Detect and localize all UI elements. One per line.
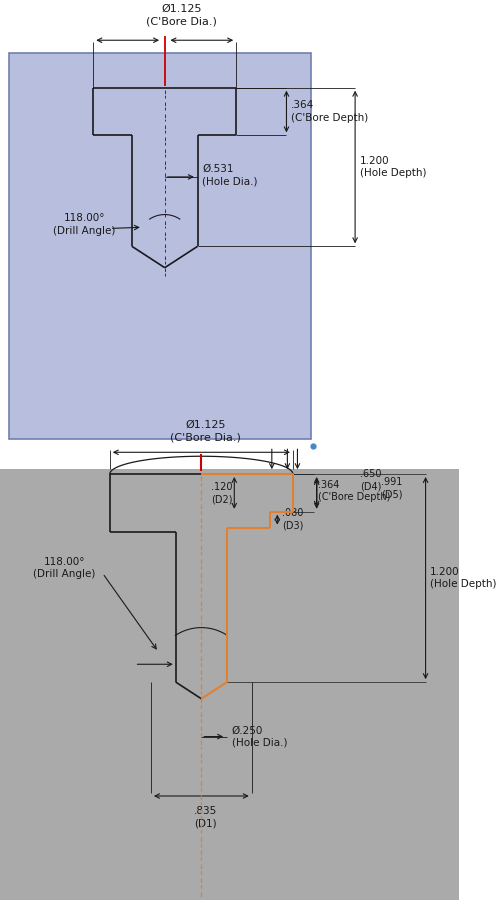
Text: .080
(D3): .080 (D3) (282, 508, 303, 531)
Text: .364
(C'Bore Depth): .364 (C'Bore Depth) (319, 480, 391, 502)
Bar (0, 469, 458, 900)
Text: .120
(D2): .120 (D2) (211, 482, 232, 504)
Text: .364
(C'Bore Depth): .364 (C'Bore Depth) (291, 101, 368, 122)
Text: Ø1.125
(C'Bore Dia.): Ø1.125 (C'Bore Dia.) (170, 420, 241, 443)
Text: 118.00°
(Drill Angle): 118.00° (Drill Angle) (53, 213, 115, 236)
Text: Ø1.125
(C'Bore Dia.): Ø1.125 (C'Bore Dia.) (146, 4, 216, 26)
Text: 1.200
(Hole Depth): 1.200 (Hole Depth) (430, 567, 496, 590)
Text: .650
(D4): .650 (D4) (360, 469, 381, 491)
Bar (9, 53, 311, 439)
Text: 1.200
(Hole Depth): 1.200 (Hole Depth) (360, 156, 426, 178)
Text: 118.00°
(Drill Angle): 118.00° (Drill Angle) (33, 557, 95, 580)
Text: Ø.250
(Hole Dia.): Ø.250 (Hole Dia.) (231, 725, 287, 748)
Text: .835
(D1): .835 (D1) (194, 806, 217, 828)
Text: .991
(D5): .991 (D5) (381, 477, 402, 500)
Text: Ø.531
(Hole Dia.): Ø.531 (Hole Dia.) (202, 164, 258, 186)
